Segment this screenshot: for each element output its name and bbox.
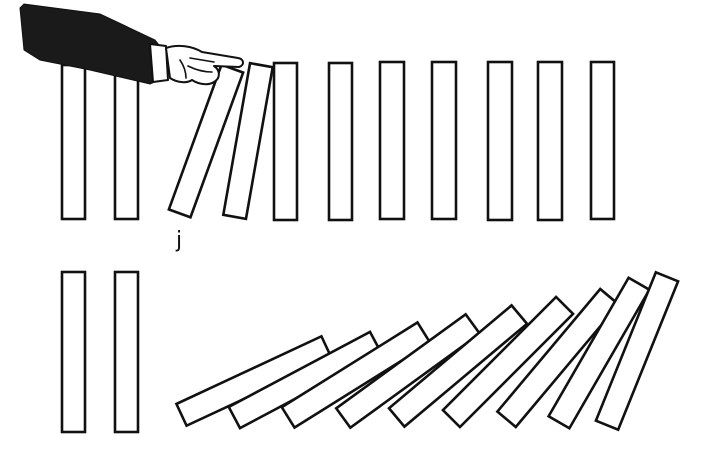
domino-fallen	[334, 312, 482, 430]
domino-tilted	[167, 63, 245, 219]
domino-standing	[272, 61, 299, 222]
domino-standing	[60, 270, 87, 434]
domino-standing	[327, 61, 354, 222]
thumb-line	[179, 59, 187, 79]
domino-fallen	[280, 320, 432, 430]
domino-tilted	[221, 61, 275, 221]
caption-letter: j	[176, 228, 183, 253]
knuckle-line	[187, 65, 213, 73]
domino-standing	[113, 63, 140, 221]
finger-line	[189, 57, 215, 63]
domino-standing	[430, 60, 458, 221]
domino-fallen	[495, 287, 621, 429]
domino-standing	[589, 60, 616, 221]
domino-fallen	[546, 275, 652, 431]
pushing-hand	[19, 3, 244, 86]
domino-standing	[486, 60, 514, 222]
bottom-row-dominoes	[60, 270, 680, 434]
suit-sleeve	[19, 3, 165, 85]
shirt-cuff	[149, 43, 169, 83]
domino-standing	[113, 270, 140, 434]
domino-fallen	[441, 295, 575, 429]
domino-standing	[536, 60, 564, 222]
domino-standing	[60, 63, 87, 221]
domino-standing	[378, 60, 406, 221]
top-row-dominoes	[60, 60, 616, 222]
domino-fallen	[387, 303, 529, 429]
domino-fallen	[594, 270, 680, 432]
